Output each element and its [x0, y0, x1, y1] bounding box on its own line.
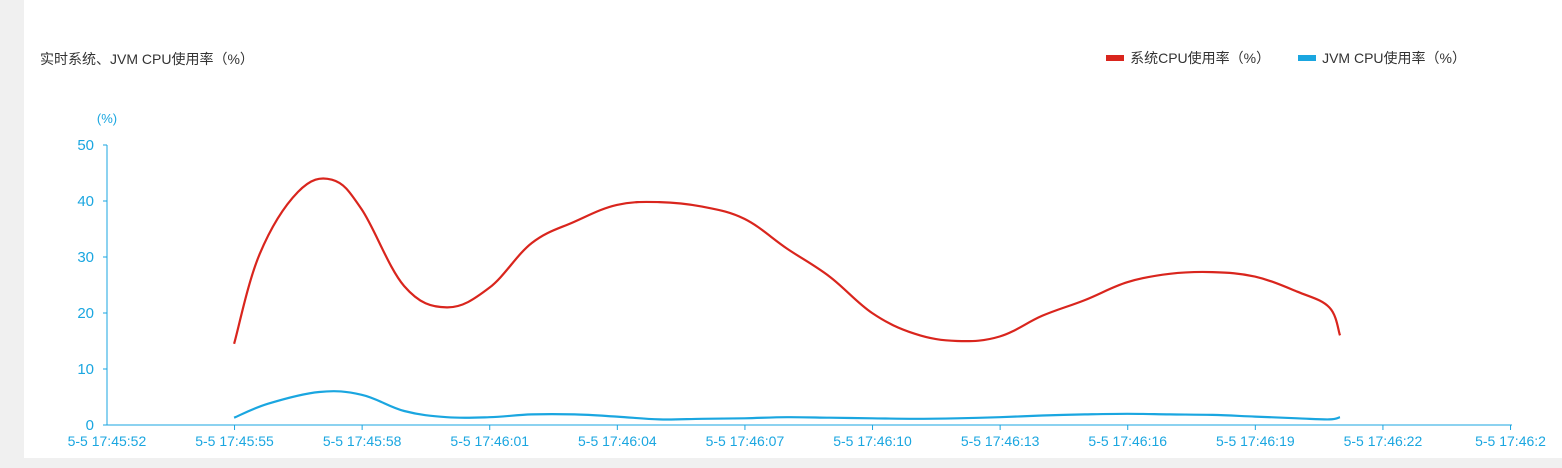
x-tick-label: 5-5 17:46:22	[1344, 433, 1423, 449]
chart-panel	[24, 0, 1562, 458]
x-tick-label: 5-5 17:46:01	[450, 433, 529, 449]
y-tick-label: 10	[77, 361, 94, 378]
chart-legend: 系统CPU使用率（%） JVM CPU使用率（%）	[1078, 48, 1466, 68]
legend-swatch-system-cpu	[1106, 55, 1125, 61]
legend-label-jvm-cpu: JVM CPU使用率（%）	[1322, 50, 1466, 66]
x-tick-label: 5-5 17:46:13	[961, 433, 1040, 449]
x-tick-label: 5-5 17:46:04	[578, 433, 657, 449]
y-tick-label: 40	[77, 193, 94, 210]
series-line-system-cpu[interactable]	[233, 177, 1342, 345]
y-axis-ticks: 0 10 20 30 40 50	[77, 137, 107, 434]
legend-item-system-cpu[interactable]: 系统CPU使用率（%）	[1106, 48, 1270, 68]
x-tick-label: 5-5 17:46:19	[1216, 433, 1295, 449]
legend-swatch-jvm-cpu	[1298, 55, 1317, 61]
series-layer	[233, 177, 1342, 421]
legend-label-system-cpu: 系统CPU使用率（%）	[1130, 50, 1271, 66]
series-line-jvm-cpu[interactable]	[233, 390, 1341, 421]
x-tick-label: 5-5 17:46:10	[833, 433, 912, 449]
chart-title: 实时系统、JVM CPU使用率（%）	[40, 51, 254, 67]
y-tick-label: 50	[77, 137, 94, 154]
y-axis-unit-label: (%)	[97, 111, 117, 126]
y-tick-label: 30	[77, 249, 94, 266]
x-tick-label: 5-5 17:45:58	[323, 433, 402, 449]
x-tick-label: 5-5 17:45:52	[68, 433, 147, 449]
x-axis-ticks: 5-5 17:45:52 5-5 17:45:55 5-5 17:45:58 5-5 …	[68, 425, 1546, 449]
x-tick-label: 5-5 17:46:2	[1475, 433, 1546, 449]
x-tick-label: 5-5 17:46:07	[706, 433, 785, 449]
x-tick-label: 5-5 17:45:55	[195, 433, 274, 449]
y-tick-label: 20	[77, 305, 94, 322]
y-tick-label: 0	[86, 417, 94, 434]
x-tick-label: 5-5 17:46:16	[1088, 433, 1167, 449]
legend-item-jvm-cpu[interactable]: JVM CPU使用率（%）	[1298, 48, 1466, 68]
